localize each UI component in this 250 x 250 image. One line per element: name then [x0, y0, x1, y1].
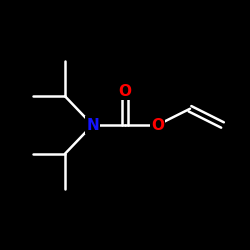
Text: O: O [151, 118, 164, 132]
Text: O: O [118, 84, 132, 99]
Text: N: N [86, 118, 99, 132]
